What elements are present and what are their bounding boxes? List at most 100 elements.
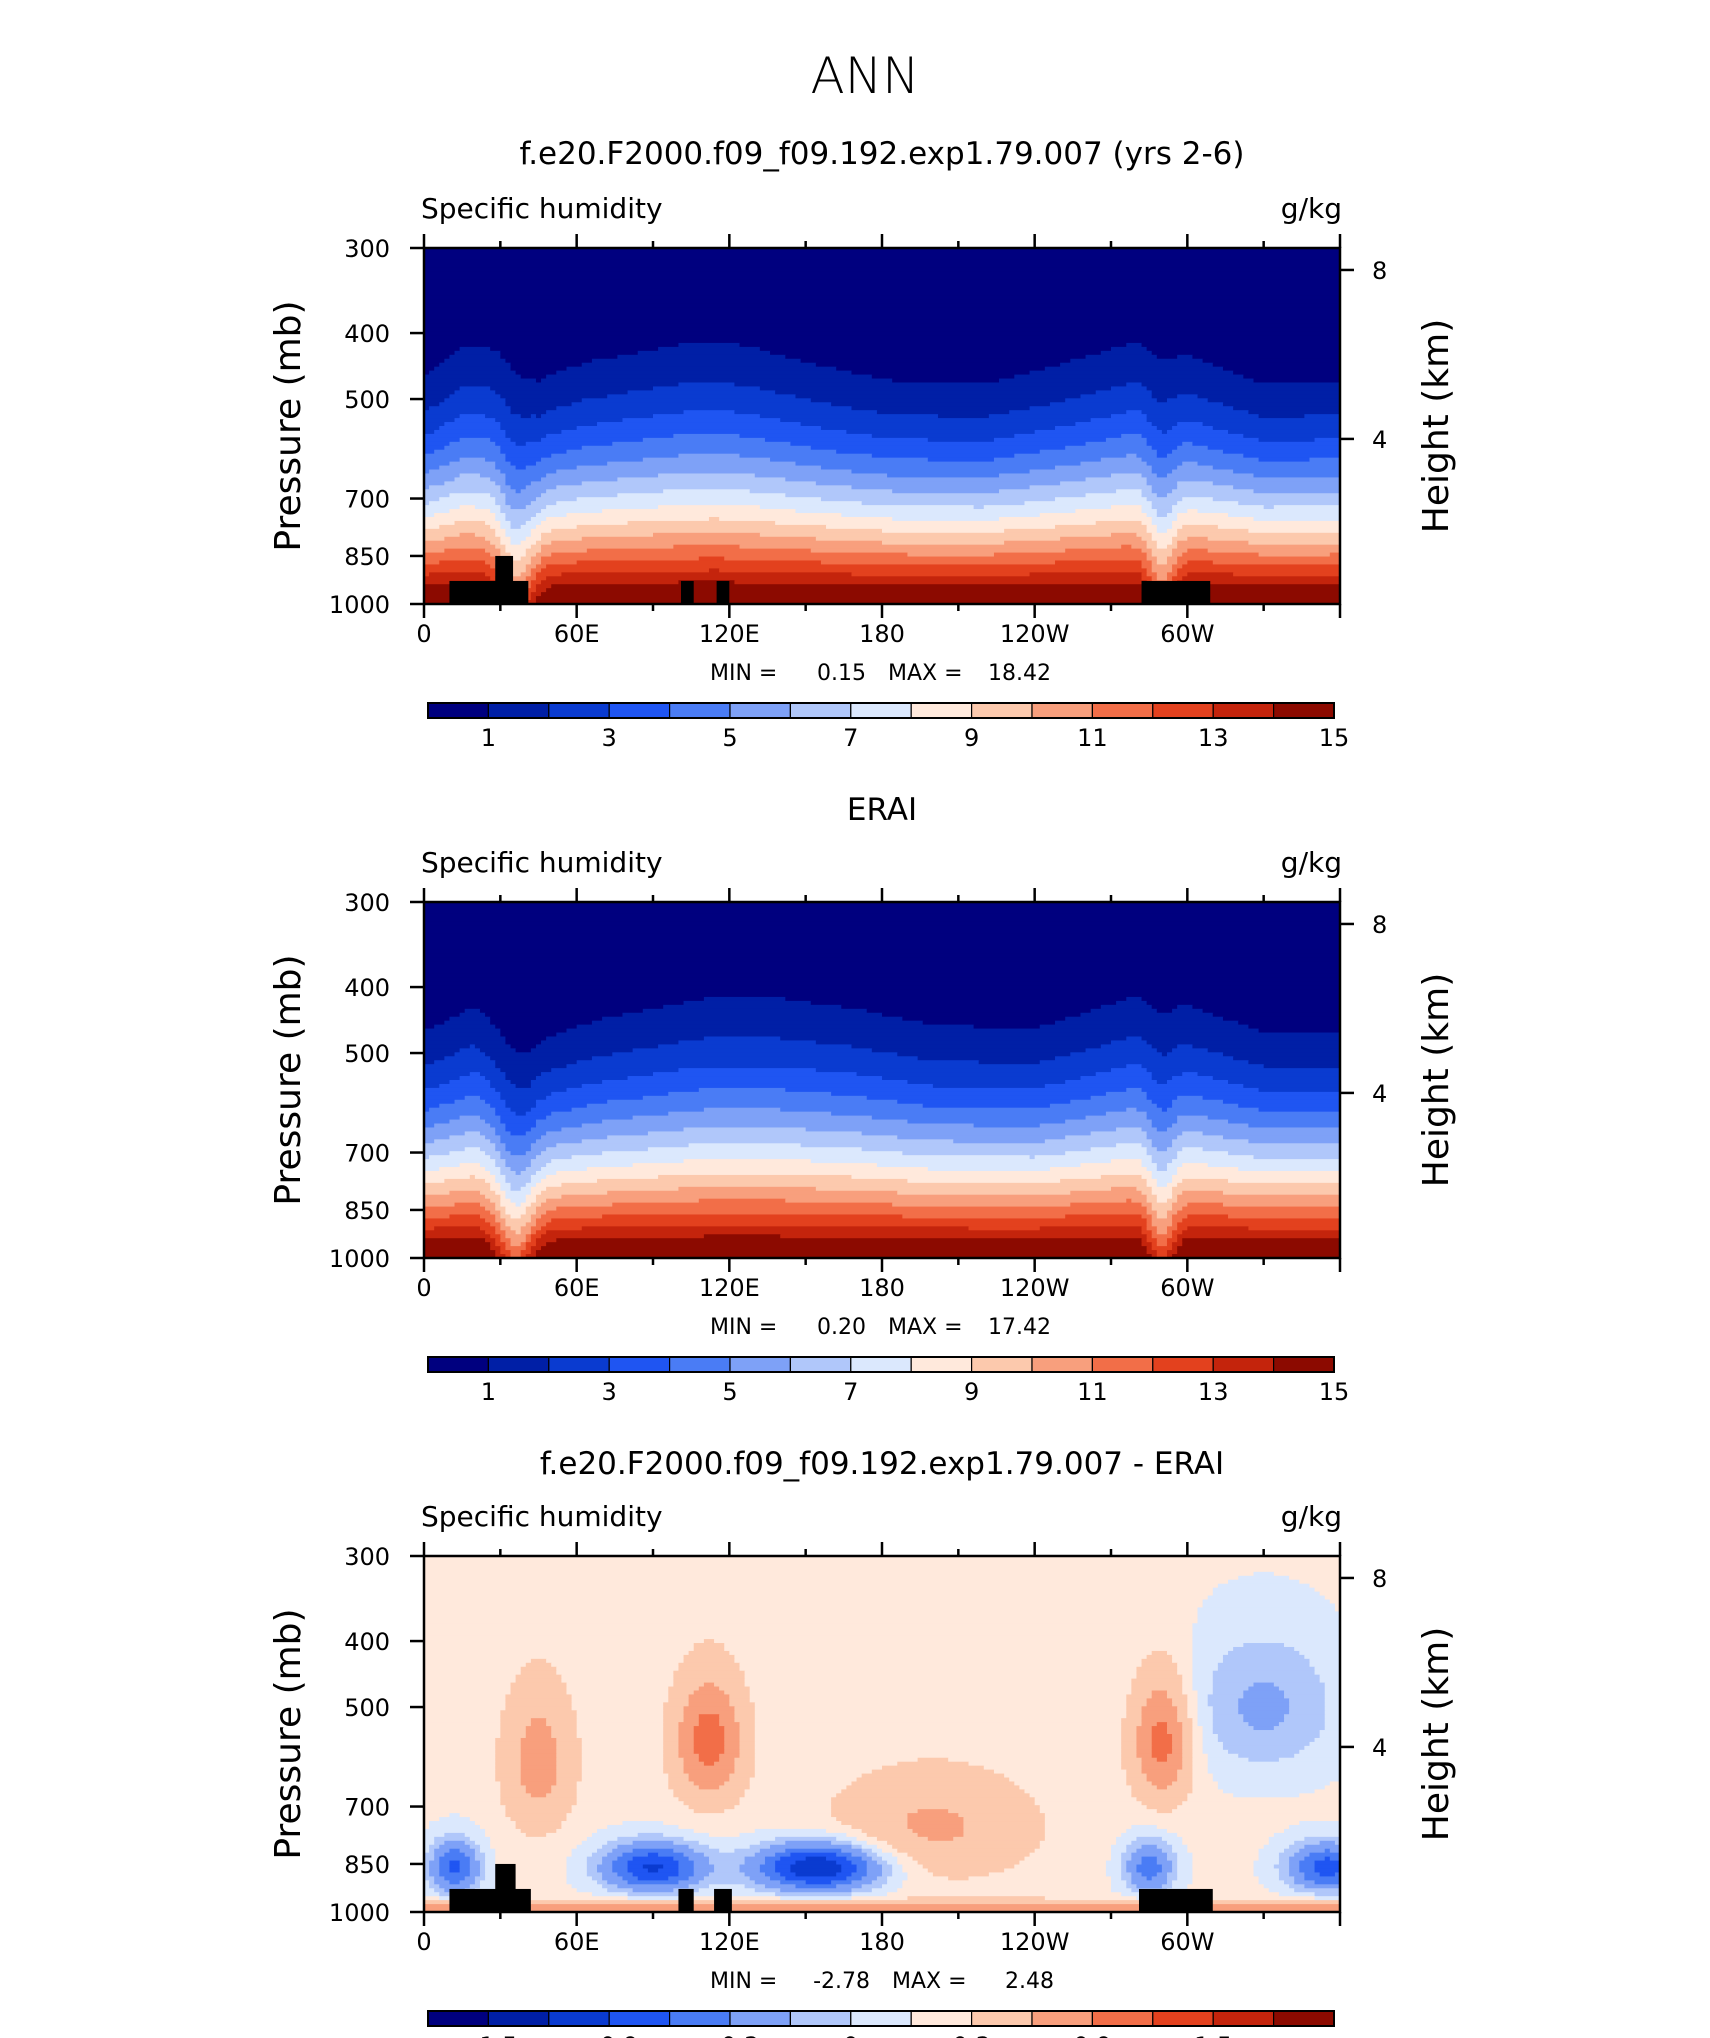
colorbar-swatch <box>487 2010 550 2027</box>
colorbar-label: 0.3 <box>953 2032 991 2038</box>
topography-block <box>1138 1888 1213 1912</box>
colorbar: 1 3 5 7 9 11 13 15 <box>427 1356 1350 1406</box>
colorbar-swatch <box>789 702 852 719</box>
colorbar-swatch <box>850 702 912 719</box>
y-tick-label: 400 <box>344 1628 390 1656</box>
colorbar-swatch <box>1091 1356 1154 1373</box>
axes: 0 60E 120E 180 120W 60W 300 400 500 700 850 1000 8 4 <box>329 1542 1387 1956</box>
y-axis-label: Pressure (mb) <box>268 1608 309 1859</box>
colorbar-label: −0.9 <box>580 2032 638 2038</box>
colorbar-label: 1 <box>481 724 496 752</box>
topography-block <box>714 1888 732 1912</box>
topography-mask <box>449 555 1211 604</box>
colorbar-label: 3 <box>602 1378 617 1406</box>
colorbar-swatch <box>668 2010 731 2027</box>
y-tick-label: 700 <box>344 486 390 514</box>
colorbar-swatch <box>850 2010 912 2027</box>
topography-block <box>449 1888 531 1912</box>
panel-1: f.e20.F2000.f09_f09.192.exp1.79.007 (yrs… <box>268 136 1457 752</box>
y-tick-label: 850 <box>344 1197 390 1225</box>
y-tick-label: 500 <box>344 1694 390 1722</box>
x-tick-label: 120W <box>1000 1928 1070 1956</box>
topography-block <box>678 1888 694 1912</box>
colorbar-label: 15 <box>1319 1378 1350 1406</box>
x-tick-label: 120E <box>699 620 760 648</box>
min-value: -2.78 <box>813 1969 870 1994</box>
x-tick-label: 120E <box>699 1274 760 1302</box>
colorbar-label: 1 <box>481 1378 496 1406</box>
colorbar-swatch <box>970 1356 1033 1373</box>
panel-title: f.e20.F2000.f09_f09.192.exp1.79.007 - ER… <box>540 1446 1224 1482</box>
x-tick-label: 60E <box>554 620 600 648</box>
colorbar-swatch <box>729 702 792 719</box>
y-axis-label: Pressure (mb) <box>268 300 309 551</box>
units-label: g/kg <box>1281 192 1342 225</box>
colorbar-label: 9 <box>964 724 979 752</box>
topography-block <box>716 580 730 604</box>
y-tick-label: 300 <box>344 235 390 263</box>
axes: 0 60E 120E 180 120W 60W 300 400 500 700 850 1000 8 4 <box>329 234 1387 648</box>
colorbar-swatch <box>1091 2010 1154 2027</box>
colorbar-swatch <box>668 1356 731 1373</box>
y-tick-label: 500 <box>344 386 390 414</box>
colorbar-swatch <box>1212 1356 1275 1373</box>
colorbar-swatch <box>487 1356 550 1373</box>
y-tick-label: 400 <box>344 974 390 1002</box>
colorbar-label: 5 <box>722 724 737 752</box>
colorbar-label: 7 <box>843 1378 858 1406</box>
y-tick-label: 1000 <box>329 1245 390 1273</box>
panel-3: f.e20.F2000.f09_f09.192.exp1.79.007 - ER… <box>268 1446 1457 2038</box>
colorbar-label: −0.3 <box>701 2032 759 2038</box>
y-tick-label: 1000 <box>329 1899 390 1927</box>
min-label: MIN = <box>710 1969 777 1994</box>
colorbar-label: 15 <box>1319 724 1350 752</box>
colorbar-swatch <box>1212 702 1275 719</box>
colorbar-label: 13 <box>1198 724 1229 752</box>
topography-mask <box>449 1863 1213 1912</box>
colorbar-label: −1.5 <box>459 2032 517 2038</box>
colorbar-label: 5 <box>722 1378 737 1406</box>
topography-block <box>1141 580 1211 604</box>
units-label: g/kg <box>1281 1500 1342 1533</box>
y-tick-label: 500 <box>344 1040 390 1068</box>
figure-title: ANN <box>810 47 919 105</box>
colorbar-swatch <box>970 702 1033 719</box>
colorbar-swatch <box>1212 2010 1275 2027</box>
x-tick-label: 120W <box>1000 1274 1070 1302</box>
colorbar-swatch <box>910 1356 973 1373</box>
max-label: MAX = <box>892 1969 967 1994</box>
colorbar-label: 9 <box>964 1378 979 1406</box>
y-axis-label-right: Height (km) <box>1416 1627 1457 1841</box>
colorbar-swatch <box>608 1356 671 1373</box>
colorbar-swatch <box>1272 2010 1335 2027</box>
colorbar-swatch <box>910 702 973 719</box>
colorbar-frame <box>427 1356 1335 1373</box>
colorbar-swatch <box>1031 1356 1094 1373</box>
colorbar-swatch <box>548 1356 610 1373</box>
colorbar-swatch <box>729 2010 792 2027</box>
colorbar-swatch <box>970 2010 1033 2027</box>
colorbar-label: 3 <box>602 724 617 752</box>
colorbar-swatch <box>668 702 731 719</box>
colorbar: 1 3 5 7 9 11 13 15 <box>427 702 1350 752</box>
x-tick-label: 0 <box>416 620 431 648</box>
colorbar-swatch <box>1272 702 1335 719</box>
colorbar-swatch <box>729 1356 792 1373</box>
x-tick-label: 60E <box>554 1928 600 1956</box>
colorbar-frame <box>427 702 1335 719</box>
y-tick-label: 300 <box>344 889 390 917</box>
colorbar: −1.5 −0.9 −0.3 0 0.3 0.9 1.5 <box>427 2010 1335 2038</box>
y-tick-label: 850 <box>344 543 390 571</box>
y-tick-label: 1000 <box>329 591 390 619</box>
contour-fill <box>424 1556 1340 1912</box>
topography-block <box>495 555 514 604</box>
colorbar-label: 0 <box>843 2032 858 2038</box>
y-tick-label: 850 <box>344 1851 390 1879</box>
panel-title: f.e20.F2000.f09_f09.192.exp1.79.007 (yrs… <box>520 136 1245 172</box>
colorbar-swatch <box>608 2010 671 2027</box>
min-label: MIN = <box>710 661 777 686</box>
colorbar-swatch <box>427 1356 490 1373</box>
x-tick-label: 60W <box>1160 1274 1214 1302</box>
colorbar-swatch <box>1031 2010 1094 2027</box>
